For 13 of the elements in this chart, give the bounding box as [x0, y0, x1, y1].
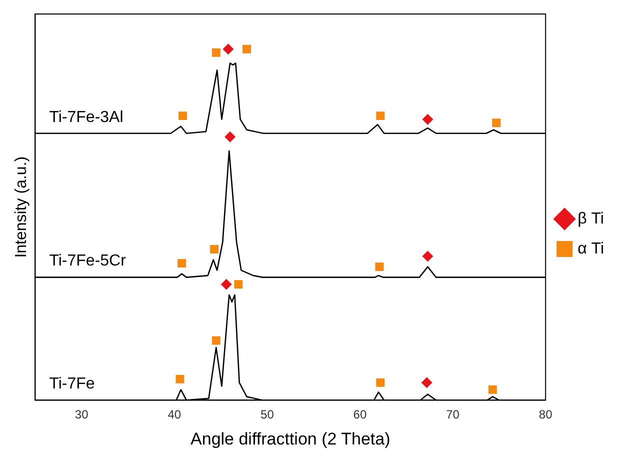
- x-tick-label: 30: [74, 408, 89, 422]
- x-tick-label: 70: [446, 408, 460, 422]
- series-label: Ti-7Fe-3Al: [49, 108, 124, 126]
- series-label: Ti-7Fe-5Cr: [49, 252, 127, 270]
- x-tick-label: 80: [538, 408, 553, 422]
- y-axis-title: Intensity (a.u.): [13, 156, 30, 258]
- text: Ti-7Fe: [49, 376, 95, 393]
- x-axis-title: Angle diffracttion (2 Theta): [190, 429, 390, 448]
- x-tick-label: 60: [353, 408, 367, 422]
- x-tick-label: 50: [260, 408, 274, 422]
- legend-label: β Ti: [578, 210, 604, 228]
- legend-label: α Ti: [578, 240, 604, 258]
- x-tick-label: 40: [168, 408, 182, 422]
